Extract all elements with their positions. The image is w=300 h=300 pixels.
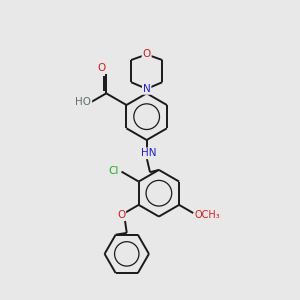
Text: O: O	[117, 210, 125, 220]
Text: HO: HO	[75, 97, 91, 107]
Text: OCH₃: OCH₃	[195, 210, 220, 220]
Text: HN: HN	[141, 148, 157, 158]
Text: O: O	[142, 50, 151, 59]
Text: N: N	[143, 84, 151, 94]
Text: Cl: Cl	[109, 166, 119, 176]
Text: O: O	[98, 63, 106, 73]
